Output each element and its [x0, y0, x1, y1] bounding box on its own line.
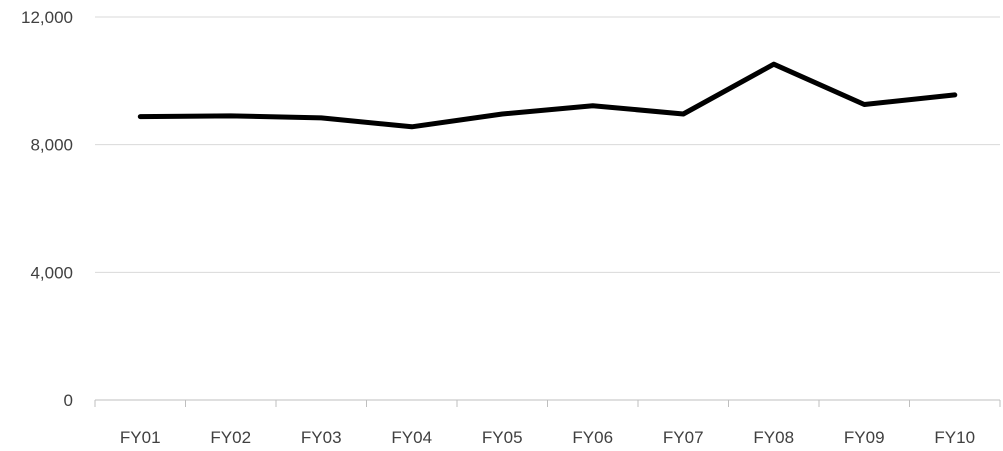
x-tick-label: FY07 — [663, 428, 704, 447]
tick-labels: 0 4,000 8,000 12,000 FY01 FY02 FY03 FY04 FY05 FY0… — [21, 8, 975, 447]
x-tick-label: FY02 — [210, 428, 251, 447]
y-tick-label: 12,000 — [21, 8, 73, 27]
x-tick-label: FY04 — [391, 428, 432, 447]
x-tick-label: FY03 — [301, 428, 342, 447]
x-tick-label: FY06 — [572, 428, 613, 447]
x-tick-label: FY01 — [120, 428, 161, 447]
y-tick-label: 8,000 — [30, 136, 73, 155]
x-tick-label: FY05 — [482, 428, 523, 447]
y-tick-label: 4,000 — [30, 263, 73, 282]
series-layer — [137, 61, 958, 130]
x-tick-label: FY10 — [934, 428, 975, 447]
x-axis — [94, 399, 1001, 407]
y-tick-label: 0 — [64, 391, 73, 410]
x-tick-label: FY09 — [844, 428, 885, 447]
x-tick-label: FY08 — [753, 428, 794, 447]
series-line — [137, 61, 958, 130]
gridlines — [95, 16, 1000, 273]
